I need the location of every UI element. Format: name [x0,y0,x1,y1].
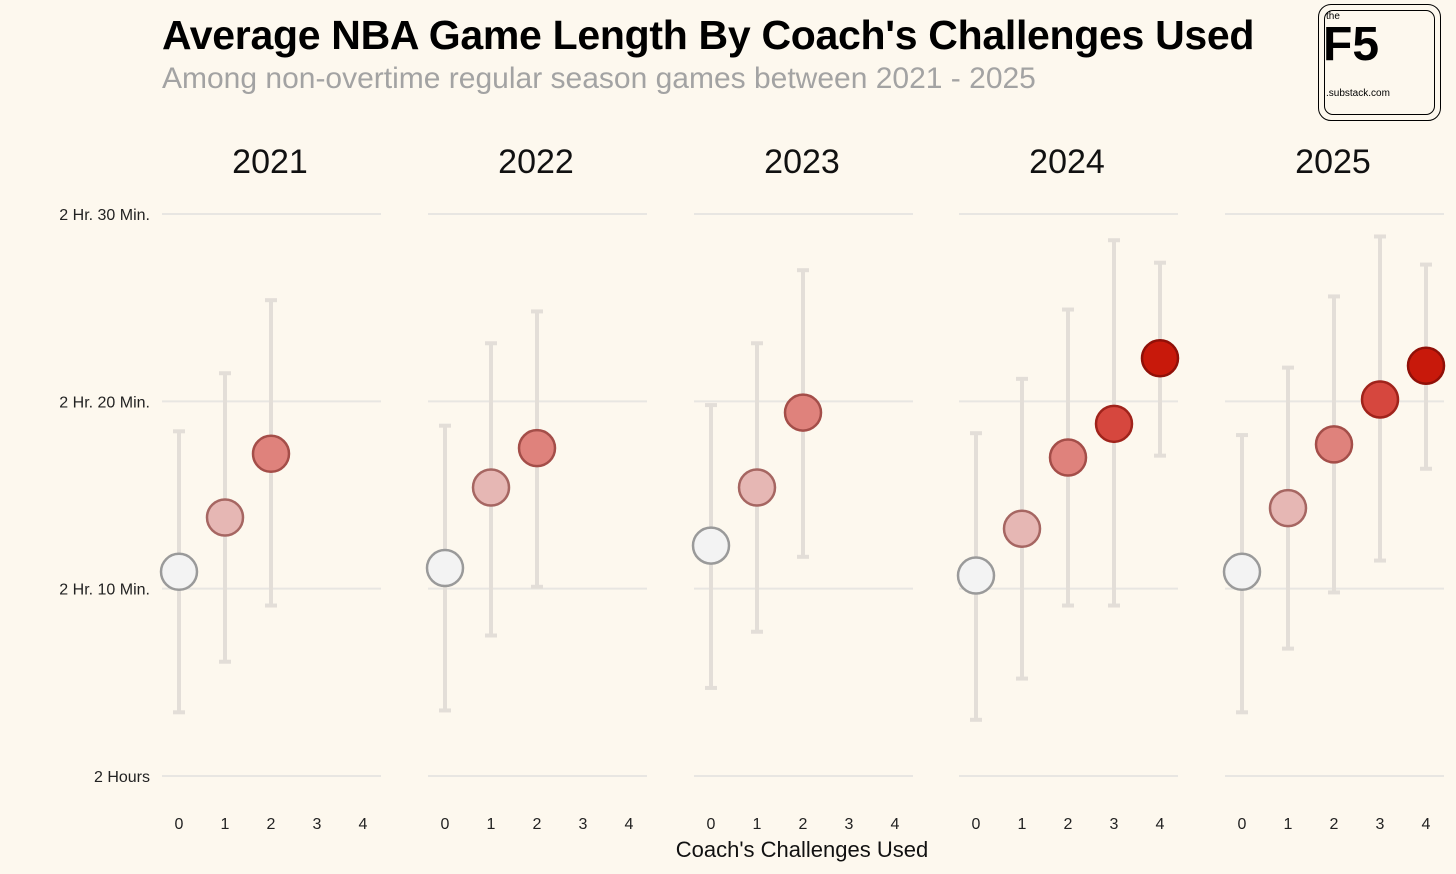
data-point [1314,425,1354,464]
data-point [956,556,996,595]
x-tick-label: 3 [1376,816,1385,833]
panel-2021: 2021 0 1 2 3 4 [159,143,381,833]
x-tick-label: 0 [1238,816,1247,833]
x-axis-title: Coach's Challenges Used [676,837,928,862]
x-tick-label: 3 [313,816,322,833]
logo-mark: F5 [1323,18,1380,71]
y-tick-label: 2 Hr. 10 Min. [59,582,150,599]
chart-subtitle: Among non-overtime regular season games … [162,62,1036,95]
logo-inner-border [1324,10,1435,115]
panel-2025: 2025 0 1 2 3 4 [1222,143,1446,833]
x-tick-label: 1 [753,816,762,833]
panel-2022: 2022 0 1 2 3 4 [425,143,647,833]
x-tick-label: 1 [487,816,496,833]
data-point [425,548,465,588]
y-axis-labels: 2 Hours 2 Hr. 10 Min. 2 Hr. 20 Min. 2 Hr. 3… [59,207,150,786]
logo-small-text: the [1326,11,1340,22]
data-point [517,428,557,468]
x-tick-label: 3 [845,816,854,833]
x-tick-label: 1 [221,816,230,833]
chart-title: Average NBA Game Length By Coach's Chall… [162,12,1255,58]
x-tick-label: 0 [972,816,981,833]
data-point [1140,338,1180,378]
x-tick-label: 2 [533,816,542,833]
x-tick-label: 3 [579,816,588,833]
data-point [1048,438,1088,477]
y-tick-label: 2 Hr. 30 Min. [59,207,150,224]
data-point [1222,552,1262,592]
x-tick-label: 4 [1422,816,1431,833]
x-tick-label: 4 [891,816,900,833]
x-tick-label: 4 [1156,816,1165,833]
x-tick-label: 4 [625,816,634,833]
x-tick-label: 2 [267,816,276,833]
data-point [783,393,823,432]
data-point [205,498,245,537]
data-point [1002,509,1042,548]
x-tick-label: 2 [1330,816,1339,833]
data-point [1406,346,1446,385]
y-tick-label: 2 Hours [94,769,150,786]
data-point [1094,404,1134,444]
x-tick-label: 2 [1064,816,1073,833]
data-point [1268,488,1308,528]
x-tick-label: 1 [1284,816,1293,833]
panel-title: 2021 [232,143,308,181]
panel-title: 2025 [1295,143,1371,181]
x-tick-label: 4 [359,816,368,833]
x-tick-label: 0 [175,816,184,833]
data-point [471,468,511,507]
x-tick-label: 0 [441,816,450,833]
data-point [251,434,291,474]
panel-2024: 2024 0 1 2 3 4 [956,143,1180,833]
data-point [1360,380,1400,419]
panel-title: 2023 [764,143,840,181]
x-tick-label: 2 [799,816,808,833]
panel-title: 2022 [498,143,574,181]
x-tick-label: 0 [707,816,716,833]
data-point [691,526,731,565]
logo-site-text: .substack.com [1326,88,1390,99]
data-point [737,468,777,507]
panel-title: 2024 [1029,143,1105,181]
data-point [159,552,199,592]
y-tick-label: 2 Hr. 20 Min. [59,394,150,411]
x-tick-label: 1 [1018,816,1027,833]
f5-logo: the F5 .substack.com [1318,4,1441,121]
panel-2023: 2023 0 1 2 3 4 [691,143,913,833]
x-tick-label: 3 [1110,816,1119,833]
